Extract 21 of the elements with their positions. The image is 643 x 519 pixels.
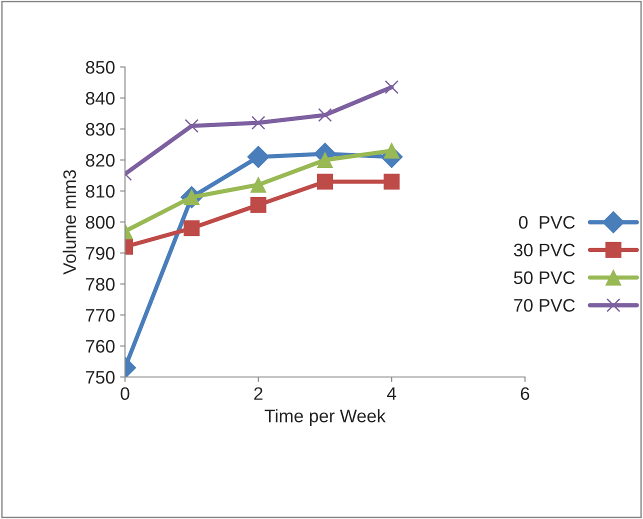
- x-axis-title: Time per Week: [264, 409, 386, 426]
- x-tick-label: 0: [120, 387, 130, 400]
- x-tick-label: 2: [254, 387, 262, 400]
- y-tick-label: 770: [86, 308, 115, 322]
- legend-label: 0 PVC: [518, 216, 575, 229]
- y-tick-label: 760: [86, 340, 115, 353]
- y-tick-label: 750: [86, 370, 115, 384]
- y-tick-label: 850: [86, 60, 115, 74]
- y-axis-title: Volume mm3: [62, 170, 76, 275]
- x-tick-label: 4: [387, 387, 396, 400]
- x-tick-label: 6: [520, 387, 530, 400]
- y-tick-label: 790: [86, 246, 115, 260]
- legend-label: 70 PVC: [514, 298, 575, 312]
- y-tick-label: 840: [86, 92, 115, 105]
- legend-label: 30 PVC: [514, 244, 575, 256]
- y-tick-label: 780: [86, 278, 115, 291]
- y-tick-label: 830: [86, 122, 115, 136]
- legend-label: 50 PVC: [514, 271, 575, 284]
- y-tick-label: 820: [86, 154, 115, 167]
- y-tick-label: 800: [86, 216, 115, 229]
- y-tick-label: 810: [86, 184, 115, 198]
